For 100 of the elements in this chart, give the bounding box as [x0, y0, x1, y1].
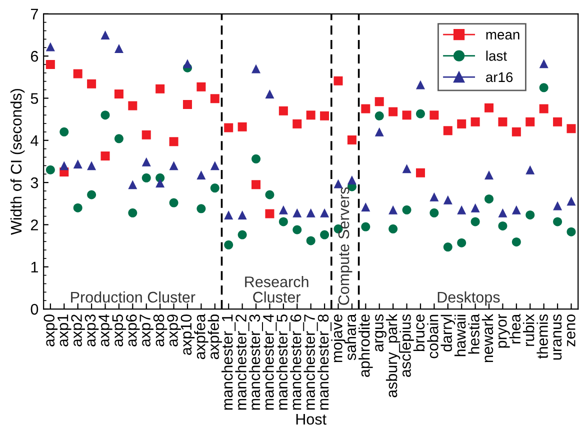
point	[210, 94, 220, 104]
point	[498, 221, 508, 230]
point	[526, 117, 535, 126]
point	[87, 161, 96, 170]
point	[278, 205, 288, 214]
y-tick-label: 7	[31, 8, 38, 20]
point	[114, 89, 124, 98]
x-tick-label: mojave	[331, 314, 346, 362]
point	[443, 242, 452, 252]
y-tick-label: 5	[30, 93, 38, 104]
x-tick-label: uranus	[553, 314, 562, 360]
point	[566, 196, 576, 206]
point	[278, 217, 288, 226]
point	[87, 190, 96, 200]
y-tick-label: 2	[30, 220, 38, 230]
x-tick-label: axp10	[180, 314, 195, 355]
point	[347, 176, 356, 184]
point	[484, 170, 494, 180]
x-tick-label: axp2	[71, 314, 85, 346]
x-tick-label: cobain	[427, 314, 438, 358]
y-axis-title: Width of CI (seconds)	[10, 88, 25, 235]
x-tick-label: rhea	[509, 314, 521, 344]
point	[320, 208, 330, 218]
point	[196, 204, 206, 214]
point	[457, 119, 466, 128]
point	[142, 173, 151, 182]
point	[470, 217, 480, 226]
point	[416, 168, 425, 178]
point	[238, 210, 247, 220]
point	[470, 203, 480, 212]
legend-label: mean	[486, 32, 520, 40]
point	[566, 124, 576, 134]
point	[526, 165, 535, 174]
point	[278, 106, 288, 116]
x-tick-label: axp7	[140, 314, 154, 346]
point	[292, 225, 302, 234]
point	[46, 42, 55, 52]
x-tick-label: axp9	[167, 314, 181, 346]
x-tick-label: manchester_2	[235, 314, 250, 410]
point	[498, 117, 508, 126]
point	[416, 80, 425, 90]
point	[46, 165, 55, 174]
point	[484, 103, 494, 112]
point	[292, 119, 302, 128]
x-tick-label: manchester_8	[317, 314, 332, 410]
point	[374, 111, 384, 120]
point	[553, 217, 562, 226]
point	[539, 83, 548, 92]
point	[361, 202, 370, 212]
x-tick-label: manchester_4	[262, 314, 277, 410]
point	[416, 109, 425, 118]
point	[498, 208, 508, 218]
point	[553, 201, 562, 210]
point	[60, 161, 69, 170]
annotation: Production Cluster	[71, 291, 196, 303]
point	[73, 69, 82, 78]
point	[224, 210, 234, 220]
point	[182, 100, 192, 110]
point	[265, 190, 274, 200]
point	[443, 195, 452, 204]
point	[100, 151, 110, 160]
x-tick-label: hestia	[468, 314, 480, 354]
x-tick-label: axpfea	[194, 314, 208, 360]
point	[73, 159, 82, 168]
x-tick-label: axp5	[112, 314, 126, 346]
point	[128, 180, 138, 190]
point	[210, 184, 220, 193]
point	[142, 130, 151, 140]
point	[238, 230, 247, 240]
point	[156, 178, 165, 188]
x-tick-label: axp8	[153, 314, 168, 346]
point	[334, 179, 343, 188]
point	[114, 134, 124, 144]
point	[265, 209, 274, 218]
point	[512, 127, 521, 136]
point	[100, 30, 110, 40]
x-tick-label: hawaii	[454, 314, 466, 356]
point	[60, 127, 69, 136]
y-tick-label: 3	[30, 177, 38, 188]
x-tick-label: asclepius	[400, 314, 414, 377]
x-tick-label: pryor	[498, 314, 510, 348]
point	[470, 117, 480, 126]
point	[388, 205, 398, 214]
point	[388, 107, 398, 116]
point	[128, 208, 138, 218]
point	[196, 170, 206, 180]
point	[430, 110, 439, 120]
point	[361, 104, 370, 114]
point	[252, 180, 261, 190]
point	[46, 60, 55, 69]
x-tick-label: asbury_park	[386, 314, 400, 398]
x-tick-label: argus	[375, 314, 386, 352]
point	[430, 192, 439, 202]
point	[114, 44, 124, 53]
point	[374, 127, 384, 136]
point	[306, 110, 316, 120]
point	[347, 135, 356, 144]
point	[566, 227, 576, 236]
legend-label: ar16	[486, 72, 513, 82]
point	[512, 205, 521, 214]
